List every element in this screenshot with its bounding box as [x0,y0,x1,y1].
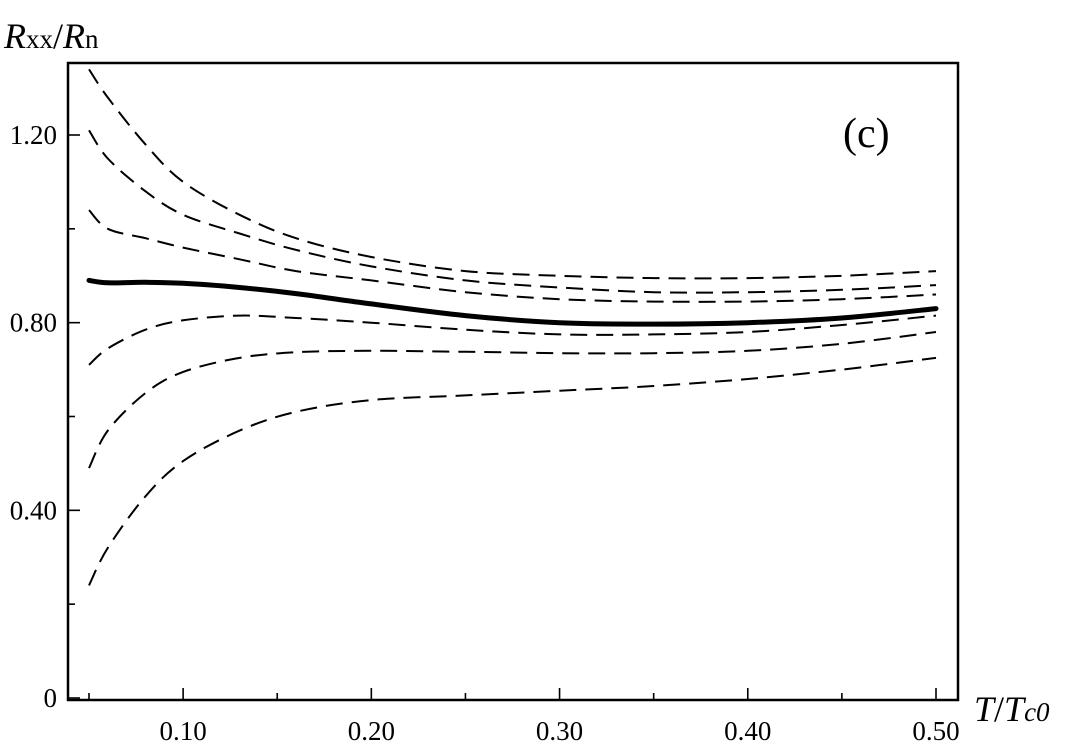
dashed-curve-7 [88,356,937,586]
x-tick-label: 0.30 [536,716,583,746]
dashed-curve-2 [88,129,937,294]
dashed-curve-6 [88,331,937,469]
y-tick-label: 0.40 [10,495,57,525]
y-tick-label: 1.20 [10,120,57,150]
x-tick-label: 0.20 [348,716,395,746]
dashed-curve-5 [88,314,937,366]
dashed-curve-1 [88,68,937,280]
x-tick-label: 0.40 [724,716,771,746]
panel-label: (c) [843,111,890,157]
y-tick-label: 0 [44,683,58,713]
x-tick-label: 0.10 [159,716,206,746]
solid-curve-4 [86,277,939,327]
y-axis-title: Rxx/Rn [3,16,99,56]
y-tick-label: 0.80 [10,308,57,338]
axis-tick-labels: 0.10 0.20 0.30 0.40 0.50 0 0.40 0.80 1.20 [10,120,960,746]
plot-series [86,68,939,586]
x-axis-title: T/Tc0 [974,689,1050,729]
plot-frame [66,61,960,702]
x-tick-label: 0.50 [912,716,959,746]
dashed-curve-3 [88,209,937,303]
